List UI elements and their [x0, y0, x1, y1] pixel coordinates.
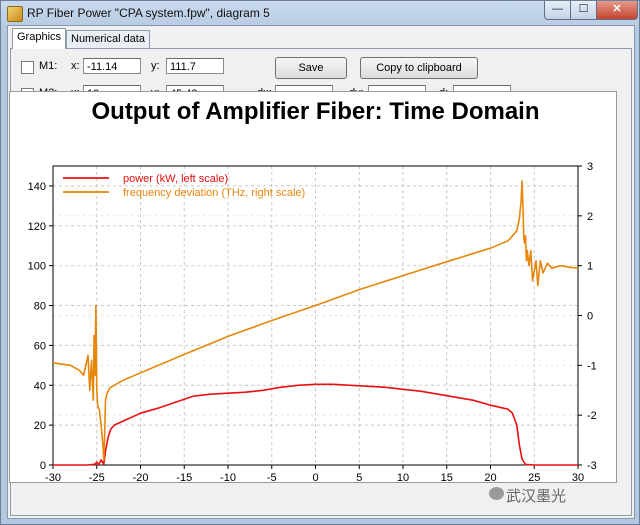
- wechat-icon: [489, 487, 504, 500]
- maximize-button[interactable]: ☐: [570, 1, 597, 20]
- x-tick-label: -10: [220, 472, 236, 482]
- y-tick-label: 0: [40, 460, 46, 472]
- x-tick-label: 15: [441, 472, 453, 482]
- x-tick-label: -20: [133, 472, 149, 482]
- title-bar[interactable]: RP Fiber Power "CPA system.fpw", diagram…: [1, 1, 639, 25]
- m1-y-field[interactable]: 111.7: [166, 58, 224, 74]
- legend-label: power (kW, left scale): [123, 173, 228, 185]
- app-icon: [7, 6, 23, 22]
- y-right-tick-label: -2: [587, 410, 597, 422]
- x-tick-label: 5: [356, 472, 362, 482]
- y-right-tick-label: -1: [587, 360, 597, 372]
- m1-y-label: y:: [151, 60, 160, 72]
- minimize-button[interactable]: —: [544, 1, 571, 20]
- x-tick-label: -25: [89, 472, 105, 482]
- y-right-tick-label: -3: [587, 460, 597, 472]
- y-tick-label: 140: [28, 181, 46, 193]
- y-tick-label: 80: [34, 301, 46, 313]
- frequency-series-line: [52, 180, 579, 461]
- x-tick-label: 25: [528, 472, 540, 482]
- y-right-tick-label: 0: [587, 311, 593, 323]
- plot-area[interactable]: Output of Amplifier Fiber: Time Domain -3…: [9, 91, 617, 483]
- save-button[interactable]: Save: [275, 57, 347, 79]
- copy-to-clipboard-button[interactable]: Copy to clipboard: [360, 57, 478, 79]
- m1-x-field[interactable]: -11.14: [83, 58, 141, 74]
- y-tick-label: 60: [34, 340, 46, 352]
- y-tick-label: 100: [28, 261, 46, 273]
- y-right-tick-label: 1: [587, 261, 593, 273]
- m1-checkbox[interactable]: [21, 61, 34, 74]
- m1-label: M1:: [39, 60, 58, 72]
- x-tick-label: -30: [45, 472, 61, 482]
- y-tick-label: 40: [34, 380, 46, 392]
- x-tick-label: 20: [484, 472, 496, 482]
- chart-title: Output of Amplifier Fiber: Time Domain: [91, 98, 539, 125]
- legend-label: frequency deviation (THz, right scale): [123, 187, 305, 199]
- x-tick-label: 30: [572, 472, 584, 482]
- chart-svg: Output of Amplifier Fiber: Time Domain -3…: [28, 98, 597, 482]
- x-tick-label: 0: [312, 472, 318, 482]
- tab-graphics[interactable]: Graphics: [12, 28, 67, 49]
- x-tick-label: 10: [397, 472, 409, 482]
- y-tick-label: 20: [34, 420, 46, 432]
- y-right-tick-label: 3: [587, 161, 593, 173]
- watermark-text: 武汉墨光: [506, 488, 567, 505]
- tab-numerical-data[interactable]: Numerical data: [66, 30, 150, 48]
- window-title: RP Fiber Power "CPA system.fpw", diagram…: [27, 6, 270, 20]
- y-tick-label: 120: [28, 221, 46, 233]
- close-button[interactable]: ✕: [596, 1, 638, 20]
- y-right-tick-label: 2: [587, 211, 593, 223]
- x-tick-label: -15: [176, 472, 192, 482]
- power-series-line: [53, 383, 578, 466]
- x-tick-label: -5: [267, 472, 277, 482]
- m1-x-label: x:: [71, 60, 80, 72]
